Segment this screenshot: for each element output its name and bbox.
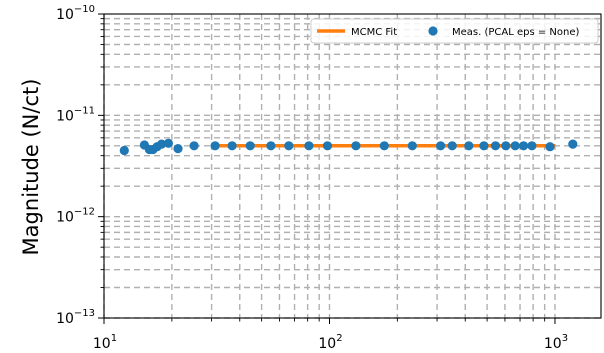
data-point xyxy=(527,141,537,151)
data-point xyxy=(304,141,314,151)
data-point xyxy=(510,141,520,151)
plot-series xyxy=(119,138,578,156)
data-point xyxy=(210,141,220,151)
data-point xyxy=(379,141,389,151)
data-point xyxy=(227,141,237,151)
data-point xyxy=(157,139,167,149)
data-point xyxy=(284,141,294,151)
data-point xyxy=(173,144,183,154)
axes-frame xyxy=(98,13,602,324)
y-axis-label: Magnitude (N/ct) xyxy=(19,79,43,256)
data-point xyxy=(163,138,173,148)
legend-marker-swatch xyxy=(428,26,438,36)
y-tick-label: 10−13 xyxy=(56,308,95,327)
y-tick-label: 10−11 xyxy=(56,105,95,124)
data-point xyxy=(545,142,555,152)
legend-box xyxy=(310,18,599,44)
data-point xyxy=(479,141,489,151)
tick-labels: 101 102 103 10−13 10−12 10−11 10−10 xyxy=(56,4,568,352)
x-tick-label: 103 xyxy=(544,333,568,352)
data-point xyxy=(407,141,417,151)
data-point xyxy=(436,141,446,151)
legend: MCMC Fit Meas. (PCAL eps = None) xyxy=(310,18,599,44)
data-point xyxy=(245,141,255,151)
data-point xyxy=(490,141,501,151)
x-tick-label: 101 xyxy=(93,333,117,352)
data-point xyxy=(568,139,578,149)
legend-label-measurement: Meas. (PCAL eps = None) xyxy=(452,27,580,38)
grid-lines xyxy=(103,14,601,319)
data-point xyxy=(266,141,276,151)
data-point xyxy=(519,141,529,151)
x-tick-label: 102 xyxy=(318,333,342,352)
data-point xyxy=(447,141,457,151)
y-tick-label: 10−10 xyxy=(56,4,95,23)
legend-label-mcmc-fit: MCMC Fit xyxy=(351,27,397,38)
data-point xyxy=(351,141,361,151)
data-point xyxy=(322,141,333,151)
data-point xyxy=(189,141,199,151)
data-point xyxy=(119,145,129,156)
data-point xyxy=(501,141,511,151)
axes-box xyxy=(103,13,602,319)
data-point xyxy=(464,141,474,151)
y-tick-label: 10−12 xyxy=(56,207,95,226)
